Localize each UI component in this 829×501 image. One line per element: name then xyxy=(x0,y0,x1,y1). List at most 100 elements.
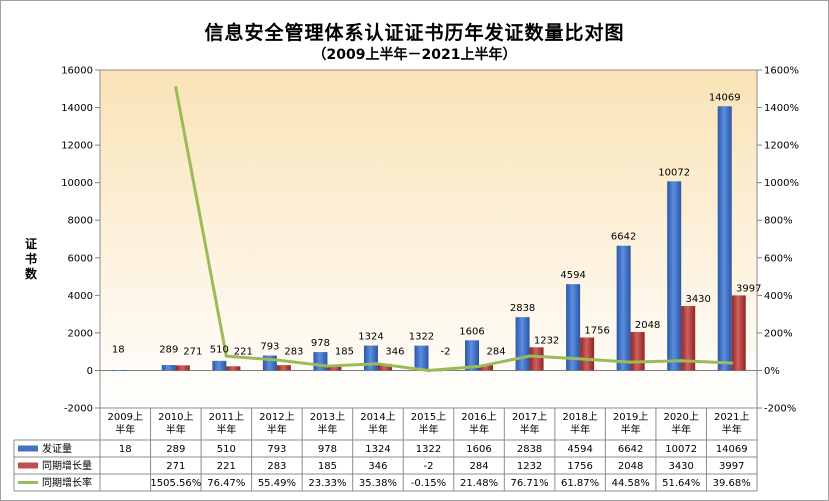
y2-tick-label: -200% xyxy=(764,404,796,415)
bar-growth-amount-label: 271 xyxy=(183,346,202,357)
table-cell: 51.64% xyxy=(662,478,700,489)
y-tick-label: 14000 xyxy=(61,103,93,114)
y-tick-label: -2000 xyxy=(64,404,93,415)
y2-tick-label: 1600% xyxy=(764,66,799,77)
y2-tick-label: 0% xyxy=(764,366,780,377)
bar-growth-amount-label: 3430 xyxy=(685,294,710,305)
bar-issued-label: 1324 xyxy=(358,332,383,343)
table-cell: 271 xyxy=(166,461,185,472)
table-cell: 510 xyxy=(217,444,236,455)
x-tick-label: 2015上半年 xyxy=(411,411,446,436)
table-cell: 1606 xyxy=(466,444,491,455)
x-tick-label: 2020上半年 xyxy=(663,411,698,436)
table-cell: 3430 xyxy=(668,461,693,472)
bar-growth-amount-label: 185 xyxy=(335,346,354,357)
y2-tick-label: 1400% xyxy=(764,103,799,114)
bar-issued-label: 14069 xyxy=(709,92,741,103)
table-cell: 289 xyxy=(166,444,185,455)
bar-issued-label: 510 xyxy=(210,344,229,355)
growth-rate-point xyxy=(174,86,178,90)
table-cell: 23.33% xyxy=(308,478,346,489)
bar-growth-amount xyxy=(377,363,392,371)
x-tick-label: 2017上半年 xyxy=(512,411,547,436)
table-cell: 14069 xyxy=(716,444,748,455)
legend-label: 同期增长率 xyxy=(42,476,92,489)
table-cell: 10072 xyxy=(665,444,697,455)
x-tick-label: 2011上半年 xyxy=(209,411,244,436)
y2-tick-label: 1000% xyxy=(764,178,799,189)
y-tick-label: 8000 xyxy=(68,216,93,227)
bar-growth-amount xyxy=(327,366,342,371)
bar-growth-amount xyxy=(276,365,291,371)
bar-issued xyxy=(465,340,480,371)
bar-issued xyxy=(111,370,126,371)
bar-growth-amount xyxy=(175,365,190,371)
chart-subtitle: （2009上半年－2021上半年） xyxy=(312,47,517,63)
table-cell: 18 xyxy=(119,444,132,455)
bar-growth-amount xyxy=(580,337,595,371)
bar-issued-label: 2838 xyxy=(510,303,535,314)
bar-growth-amount-label: 1232 xyxy=(534,335,559,346)
y2-tick-label: 400% xyxy=(764,291,793,302)
y-tick-label: 12000 xyxy=(61,141,93,152)
table-cell: 1756 xyxy=(567,461,592,472)
x-tick-label: 2010上半年 xyxy=(158,411,193,436)
table-cell: 61.87% xyxy=(561,478,599,489)
bar-growth-amount xyxy=(681,306,696,371)
bar-issued xyxy=(414,345,429,371)
bar-issued xyxy=(313,352,328,371)
growth-rate-line xyxy=(174,87,732,372)
y-tick-label: 10000 xyxy=(61,178,93,189)
y-tick-label: 4000 xyxy=(68,291,93,302)
y-axis-label-char: 书 xyxy=(24,252,37,266)
table-cell: 1324 xyxy=(365,444,390,455)
bar-issued-label: 1606 xyxy=(459,326,484,337)
bar-growth-amount xyxy=(529,347,544,371)
table-cell: 44.58% xyxy=(612,478,650,489)
bar-growth-amount-label: 3997 xyxy=(736,283,761,294)
bar-issued xyxy=(515,317,530,371)
bar-issued xyxy=(616,245,631,371)
y-tick-label: 0 xyxy=(87,366,93,377)
bar-issued-label: 978 xyxy=(311,338,330,349)
table-cell: 185 xyxy=(318,461,337,472)
chart-title: 信息安全管理体系认证证书历年发证数量比对图 xyxy=(204,22,625,44)
y-tick-label: 16000 xyxy=(61,66,93,77)
bar-issued-label: 1322 xyxy=(409,332,434,343)
table-cell: 21.48% xyxy=(460,478,498,489)
bar-growth-amount xyxy=(731,295,746,371)
growth-rate-point xyxy=(275,358,279,362)
x-tick-label: 2016上半年 xyxy=(461,411,496,436)
table-cell: 284 xyxy=(469,461,488,472)
y2-tick-label: 800% xyxy=(764,216,793,227)
bar-issued-label: 6642 xyxy=(611,232,636,243)
table-cell: 35.38% xyxy=(359,478,397,489)
table-cell: 221 xyxy=(217,461,236,472)
table-cell: 39.68% xyxy=(713,478,751,489)
x-tick-label: 2021上半年 xyxy=(714,411,749,436)
growth-rate-point xyxy=(578,357,582,361)
growth-rate-point xyxy=(325,364,330,368)
y2-tick-label: 1200% xyxy=(764,141,799,152)
y2-tick-label: 200% xyxy=(764,328,793,339)
table-cell: 1322 xyxy=(416,444,441,455)
legend-swatch xyxy=(18,445,38,452)
x-tick-label: 2013上半年 xyxy=(310,411,345,436)
bar-growth-amount-label: 221 xyxy=(234,346,253,357)
growth-rate-point xyxy=(477,364,481,369)
table-cell: 978 xyxy=(318,444,337,455)
table-cell: 2048 xyxy=(618,461,643,472)
bar-growth-amount xyxy=(630,331,645,371)
bar-growth-amount-label: 346 xyxy=(385,346,404,357)
x-tick-label: 2009上半年 xyxy=(108,411,143,436)
bar-growth-amount-label: 1756 xyxy=(584,325,609,336)
bar-growth-amount-label: 283 xyxy=(284,346,303,357)
table-cell: 3997 xyxy=(719,461,744,472)
y-axis-label-char: 证 xyxy=(24,237,37,251)
bar-issued xyxy=(212,360,227,371)
y-axis-label-char: 数 xyxy=(24,267,37,281)
bar-issued-label: 18 xyxy=(112,344,125,355)
bar-issued xyxy=(363,345,378,371)
growth-rate-point xyxy=(730,361,734,365)
